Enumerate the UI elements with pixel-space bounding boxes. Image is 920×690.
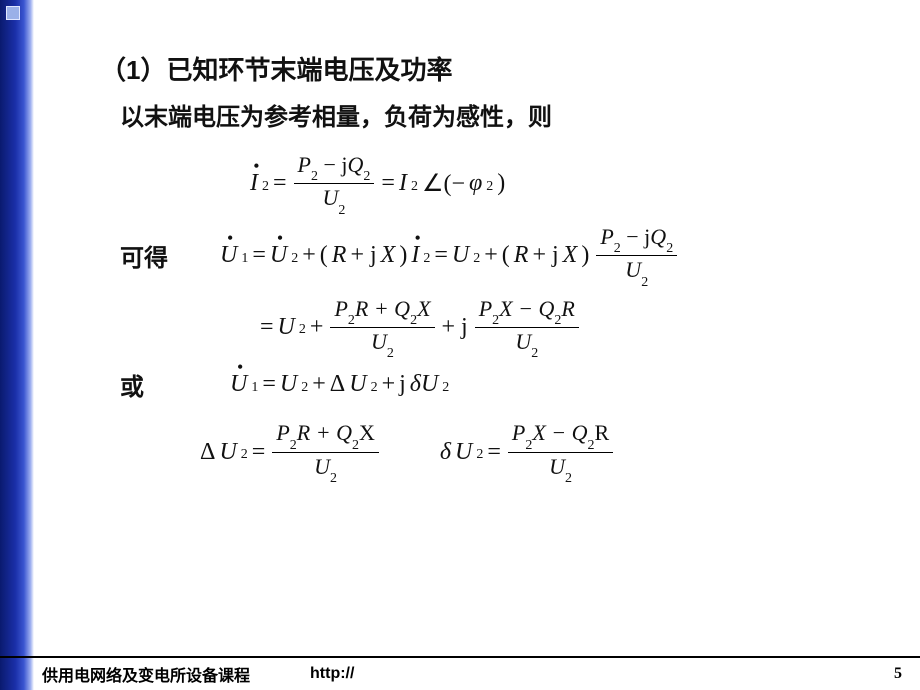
corner-square-icon: [6, 6, 20, 20]
footer-course-title: 供用电网络及变电所设备课程: [42, 662, 250, 686]
label-kede: 可得: [120, 238, 190, 273]
heading-line-2: 以末端电压为参考相量，负荷为感性，则: [120, 97, 900, 132]
equation-4-row: 或 •U1 = U2 + ΔU2 + jδU2: [120, 367, 900, 402]
equation-3: = U2 + P2R + Q2X U2 + j P2X − Q2R U2: [260, 296, 900, 360]
label-huo: 或: [120, 367, 190, 402]
footer-page-number: 5: [894, 665, 902, 683]
equation-2-row: 可得 •U1 = •U2 + (R + jX) •I2 = U2 + (R + …: [120, 224, 900, 288]
heading-line-1: （1）已知环节末端电压及功率: [100, 50, 900, 87]
equation-5: ΔU2 = P2R + Q2X U2 δU2 = P2X − Q2R U2: [200, 420, 900, 484]
footer-bar: 供用电网络及变电所设备课程 http:// 5: [0, 656, 920, 690]
left-gradient-border: [0, 0, 34, 690]
equation-1: •I2 = P2 − jQ2 U2 = I2∠(−φ2): [250, 152, 900, 216]
footer-url: http://: [310, 665, 894, 683]
equation-2: •U1 = •U2 + (R + jX) •I2 = U2 + (R + jX)…: [220, 224, 680, 288]
slide-content: （1）已知环节末端电压及功率 以末端电压为参考相量，负荷为感性，则 •I2 = …: [60, 50, 900, 492]
equation-4: •U1 = U2 + ΔU2 + jδU2: [230, 371, 449, 398]
